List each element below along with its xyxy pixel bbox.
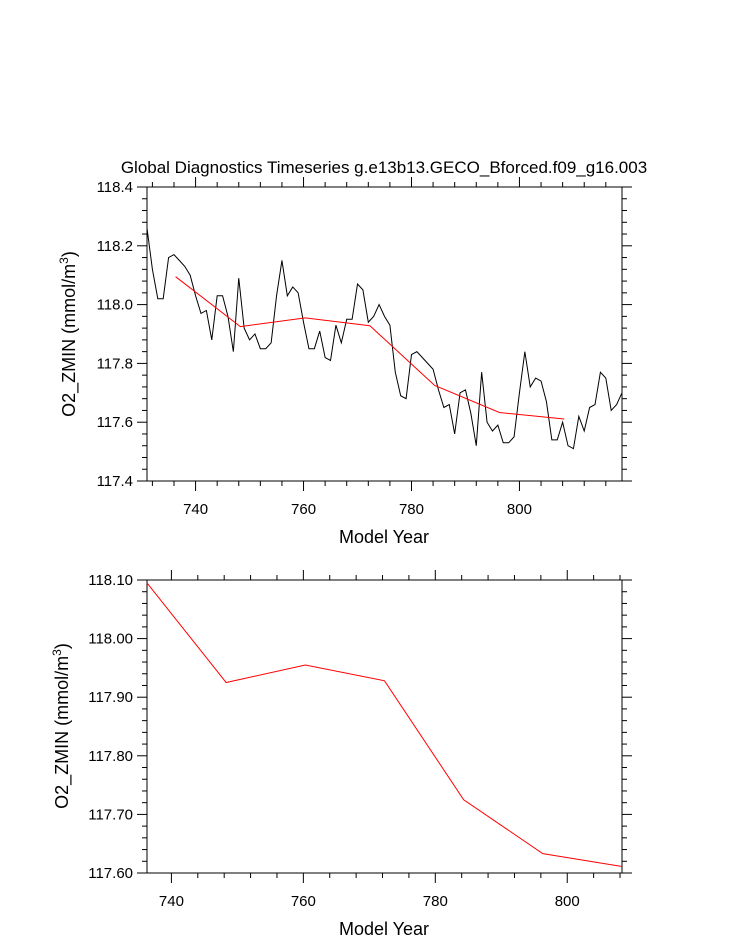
bottom-chart-x-tick-labels: 740 760 780 800 <box>159 893 580 910</box>
top-chart-frame <box>146 186 623 482</box>
top-chart-y-axis-title: O2_ZMIN (mmol/m3) <box>57 251 80 417</box>
y-tick-label: 118.10 <box>88 572 133 589</box>
y-tick-label: 117.60 <box>88 865 133 882</box>
x-tick-label: 780 <box>423 893 448 910</box>
y-tick-label: 117.70 <box>88 806 133 823</box>
y-tick-label: 117.4 <box>97 473 133 490</box>
bottom-chart-series <box>146 582 623 868</box>
top-chart-y-tick-labels: 117.4 117.6 117.8 118.0 118.2 118.4 <box>97 179 133 490</box>
y-tick-label: 117.6 <box>97 414 133 431</box>
x-tick-label: 740 <box>159 893 184 910</box>
top-chart-x-tick-labels: 740 760 780 800 <box>183 501 532 518</box>
x-tick-label: 800 <box>507 501 532 518</box>
bottom-chart-y-tick-labels: 117.60 117.70 117.80 117.90 118.00 118.10 <box>88 572 133 882</box>
y-tick-label: 118.00 <box>88 631 133 648</box>
y-tick-label: 117.8 <box>97 355 133 372</box>
bottom-chart-panel: 117.60 117.70 117.80 117.90 118.00 118.10 740… <box>50 570 632 939</box>
bottom-chart-frame <box>146 579 623 874</box>
x-tick-label: 760 <box>291 501 316 518</box>
x-tick-label: 760 <box>291 893 316 910</box>
series-line-running-mean <box>175 276 565 420</box>
x-tick-label: 780 <box>399 501 424 518</box>
x-tick-label: 740 <box>183 501 208 518</box>
top-chart-y-axis-superscript: 3 <box>57 257 71 264</box>
top-chart-x-axis-title: Model Year <box>339 527 429 547</box>
top-chart-title: Global Diagnostics Timeseries g.e13b13.G… <box>121 158 647 177</box>
y-tick-label: 118.4 <box>97 179 133 196</box>
series-line-running-mean <box>146 582 623 868</box>
bottom-chart-x-axis-title: Model Year <box>339 919 429 939</box>
bottom-chart-y-axis-title: O2_ZMIN (mmol/m3) <box>50 643 73 809</box>
y-tick-label: 117.80 <box>88 748 133 765</box>
bottom-chart-y-axis-superscript: 3 <box>50 649 64 656</box>
x-tick-label: 800 <box>555 893 580 910</box>
top-chart-ticks <box>137 177 632 491</box>
y-tick-label: 118.2 <box>97 238 133 255</box>
series-line-annual <box>146 228 623 450</box>
bottom-chart-ticks <box>137 570 632 883</box>
top-chart-series <box>146 228 623 450</box>
y-tick-label: 118.0 <box>97 297 133 314</box>
top-chart-panel: Global Diagnostics Timeseries g.e13b13.G… <box>57 158 647 547</box>
y-tick-label: 117.90 <box>88 689 133 706</box>
